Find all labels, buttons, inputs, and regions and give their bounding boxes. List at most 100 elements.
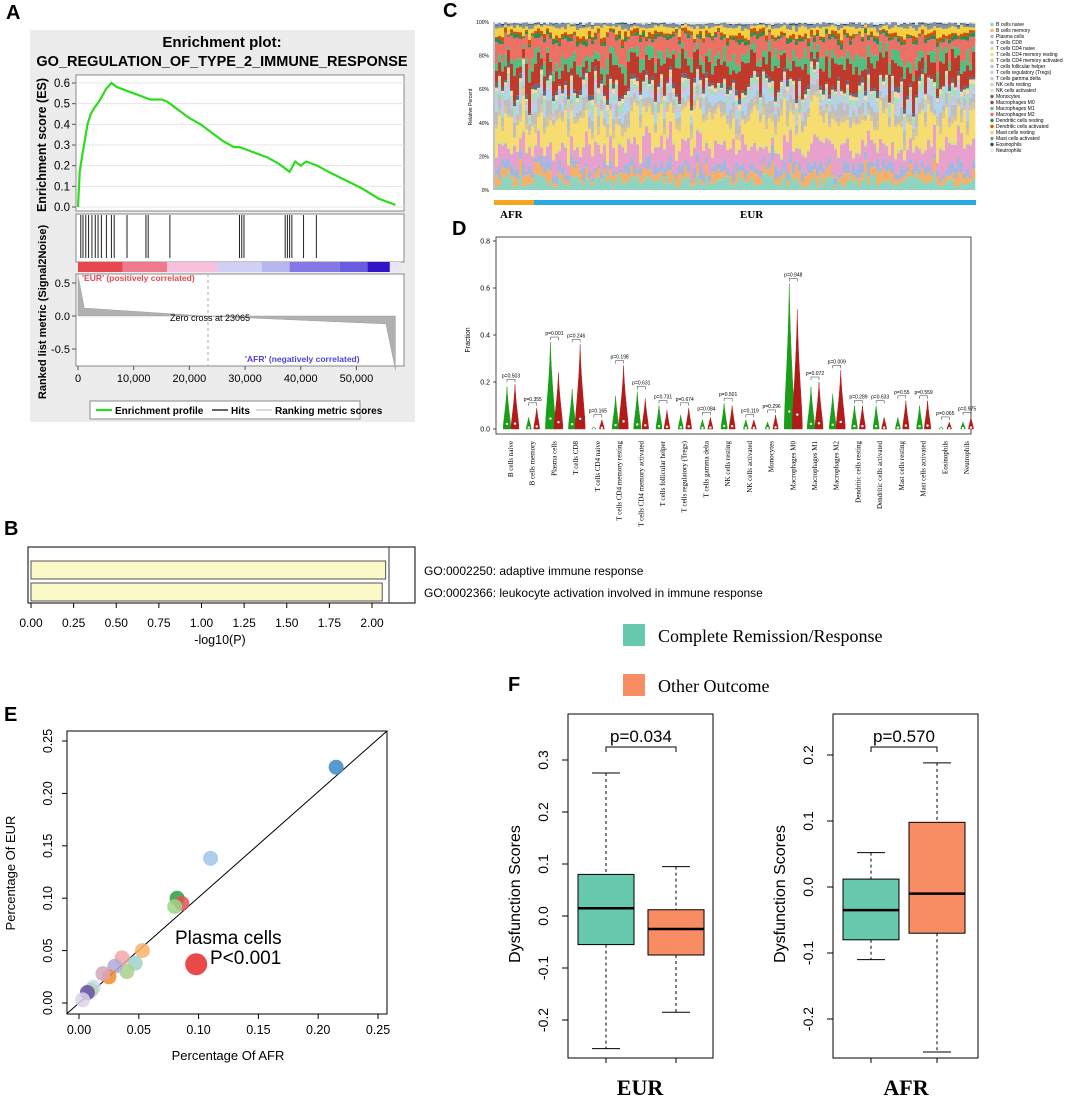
stack-segment — [729, 93, 733, 96]
stack-segment — [663, 147, 667, 150]
stack-segment — [633, 74, 637, 79]
stack-segment — [849, 109, 853, 118]
stack-segment — [516, 22, 520, 24]
stack-segment — [552, 118, 556, 120]
eur-group-bar — [534, 200, 976, 205]
stack-segment — [903, 78, 907, 110]
stack-segment — [861, 179, 865, 190]
stack-segment — [597, 115, 601, 128]
stack-segment — [708, 181, 712, 184]
violin-x-label: Macrophages M1 — [811, 441, 819, 491]
stack-segment — [834, 121, 838, 148]
stack-segment — [528, 24, 532, 30]
stack-segment — [951, 161, 955, 174]
stack-segment — [690, 22, 694, 25]
stack-segment — [633, 102, 637, 137]
metric-y-label: Ranked list metric (Signal2Noise) — [37, 225, 49, 400]
stack-segment — [642, 31, 646, 38]
stack-segment — [516, 99, 520, 102]
stack-segment — [780, 157, 784, 160]
stack-segment — [543, 153, 547, 156]
stack-segment — [816, 22, 820, 24]
stack-segment — [822, 184, 826, 190]
stack-segment — [798, 113, 802, 148]
violin-median-dot — [940, 427, 943, 430]
stack-segment — [612, 25, 616, 29]
es-y-tick-label: 0.0 — [54, 202, 70, 214]
stack-segment — [792, 60, 796, 81]
stack-segment — [828, 98, 832, 101]
stack-segment — [756, 22, 760, 24]
stack-segment — [726, 28, 730, 39]
stack-segment — [498, 43, 502, 55]
stack-segment — [552, 160, 556, 177]
stack-segment — [918, 35, 922, 37]
stack-segment — [807, 95, 811, 99]
stack-segment — [675, 32, 679, 59]
stack-segment — [936, 118, 940, 126]
stack-segment — [954, 115, 958, 121]
stack-segment — [600, 45, 604, 68]
stack-segment — [801, 98, 805, 100]
stack-segment — [591, 114, 595, 117]
stack-segment — [636, 23, 640, 27]
stack-segment — [750, 25, 754, 29]
stack-segment — [813, 24, 817, 28]
stack-segment — [513, 101, 517, 107]
stack-segment — [873, 68, 877, 89]
stack-segment — [726, 66, 730, 90]
stack-segment — [915, 37, 919, 40]
stack-segment — [792, 23, 796, 25]
stack-segment — [573, 119, 577, 124]
stack-segment — [918, 111, 922, 115]
stack-segment — [816, 137, 820, 167]
stack-segment — [564, 97, 568, 106]
stack-segment — [732, 85, 736, 90]
stack-segment — [684, 161, 688, 167]
stack-segment — [570, 136, 574, 155]
stack-segment — [861, 57, 865, 71]
metric-y-tick-label: 0.5 — [55, 278, 70, 290]
stack-segment — [630, 22, 634, 24]
stack-segment — [630, 30, 634, 35]
ramp-segment — [289, 262, 340, 272]
stack-segment — [546, 145, 550, 147]
stack-segment — [603, 104, 607, 110]
violin-x-label: NK cells resting — [724, 441, 732, 487]
stack-segment — [906, 36, 910, 39]
stack-segment — [903, 65, 907, 79]
stack-segment — [648, 32, 652, 37]
stack-segment — [591, 28, 595, 38]
stack-segment — [846, 37, 850, 51]
stack-segment — [537, 174, 541, 190]
stack-segment — [549, 71, 553, 76]
stack-segment — [540, 147, 544, 156]
stack-segment — [537, 32, 541, 38]
stack-segment — [837, 181, 841, 190]
stack-segment — [654, 23, 658, 26]
stack-segment — [936, 116, 940, 119]
stack-segment — [822, 173, 826, 185]
stack-segment — [945, 84, 949, 93]
stack-segment — [525, 184, 529, 190]
stack-segment — [672, 88, 676, 93]
stack-segment — [966, 85, 970, 89]
stack-segment — [744, 91, 748, 96]
stack-segment — [753, 96, 757, 100]
stack-segment — [840, 64, 844, 90]
stack-segment — [942, 28, 946, 35]
stack-segment — [960, 24, 964, 26]
go-x-tick-label: 0.25 — [62, 616, 86, 630]
stack-segment — [786, 57, 790, 69]
stack-segment — [705, 72, 709, 78]
violin-x-label: T cells CD4 memory activated — [637, 441, 645, 527]
stack-segment — [570, 68, 574, 74]
stack-segment — [783, 32, 787, 34]
stack-segment — [906, 117, 910, 123]
stack-segment — [846, 138, 850, 163]
stack-segment — [642, 69, 646, 81]
stack-segment — [660, 31, 664, 35]
violin-x-label: B cells naive — [507, 441, 515, 477]
stack-segment — [930, 144, 934, 148]
stack-segment — [948, 22, 952, 23]
